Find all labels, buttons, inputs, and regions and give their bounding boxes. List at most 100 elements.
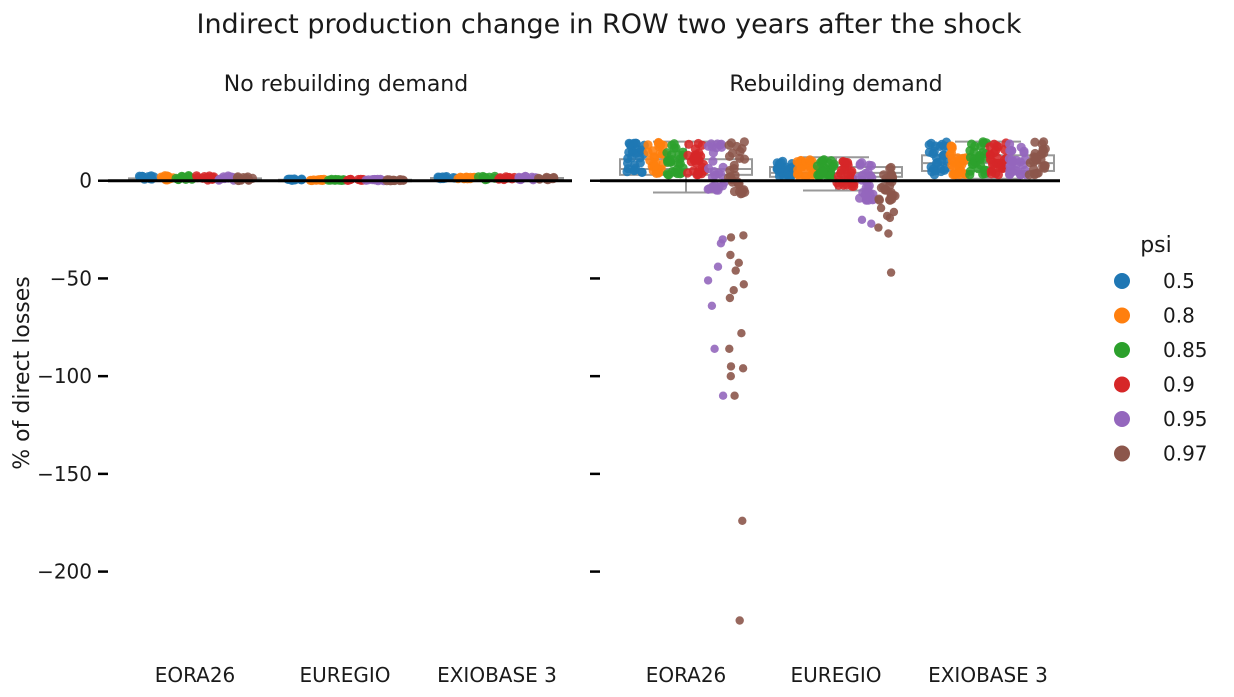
- legend-item: 0.95: [1114, 407, 1208, 431]
- data-point: [926, 162, 936, 172]
- y-ticks-left: 0 −50 −100 −150 −200: [37, 169, 108, 584]
- data-point: [1005, 139, 1015, 149]
- data-point: [1011, 165, 1021, 176]
- data-point-outlier: [884, 229, 893, 238]
- legend-label: 0.8: [1163, 304, 1195, 328]
- legend-label: 0.5: [1163, 269, 1195, 293]
- data-point-outlier: [710, 344, 719, 353]
- data-point-outlier: [874, 223, 883, 232]
- data-point: [887, 170, 897, 180]
- data-point: [855, 159, 865, 169]
- data-point: [1015, 157, 1025, 167]
- legend: psi 0.5 0.8 0.85 0.9 0.95 0.97: [1114, 233, 1208, 466]
- data-point: [861, 168, 871, 178]
- data-point: [836, 165, 847, 175]
- data-point: [1016, 142, 1026, 152]
- data-point: [729, 186, 740, 197]
- y-ticks-right: [590, 179, 600, 573]
- data-point-outlier: [737, 329, 746, 338]
- data-point: [177, 172, 187, 182]
- data-point: [669, 139, 679, 149]
- data-point: [975, 160, 986, 170]
- legend-marker: [1114, 445, 1130, 462]
- data-point-outlier: [886, 268, 896, 277]
- data-point: [635, 158, 645, 168]
- data-point: [950, 169, 960, 179]
- data-point: [622, 167, 632, 177]
- legend-label: 0.9: [1163, 373, 1195, 397]
- data-point: [739, 137, 750, 147]
- data-point-outlier: [703, 276, 713, 285]
- data-point: [656, 139, 666, 149]
- data-point: [792, 157, 802, 167]
- data-point: [926, 138, 936, 148]
- data-point: [692, 153, 702, 163]
- x-tick-label: EORA26: [646, 663, 727, 687]
- data-point-outlier: [739, 280, 748, 289]
- data-point-outlier: [707, 301, 717, 310]
- data-point: [1007, 157, 1018, 167]
- data-point-outlier: [726, 372, 735, 381]
- data-point-outlier: [857, 215, 867, 224]
- data-point: [965, 170, 975, 180]
- data-point: [988, 160, 998, 170]
- data-point-outlier: [867, 219, 876, 228]
- data-point: [796, 164, 806, 174]
- data-point: [876, 183, 887, 193]
- data-point: [874, 195, 885, 205]
- data-point: [625, 139, 635, 149]
- data-point: [623, 153, 633, 164]
- y-tick-label: −50: [50, 266, 92, 290]
- data-point: [861, 183, 871, 193]
- data-point: [637, 167, 647, 177]
- x-tick-labels: EORA26 EUREGIO EXIOBASE 3: [155, 663, 557, 687]
- data-point: [708, 148, 719, 158]
- x-tick-label: EUREGIO: [791, 663, 882, 687]
- data-point: [692, 170, 702, 180]
- data-point: [724, 151, 735, 161]
- data-point: [784, 171, 794, 181]
- x-tick-label: EORA26: [155, 663, 236, 687]
- x-tick-label: EXIOBASE 3: [928, 663, 1048, 687]
- data-point-outlier: [725, 293, 735, 303]
- panel-title: No rebuilding demand: [224, 72, 468, 97]
- data-point: [997, 163, 1007, 173]
- legend-label: 0.85: [1163, 338, 1208, 362]
- data-point: [818, 166, 828, 176]
- data-point: [967, 159, 978, 169]
- data-point: [735, 147, 745, 157]
- data-point-outlier: [730, 391, 739, 400]
- legend-marker: [1114, 273, 1130, 289]
- data-point: [888, 190, 898, 200]
- data-point: [650, 161, 660, 171]
- legend-item: 0.8: [1114, 304, 1195, 328]
- data-point: [716, 170, 726, 180]
- data-point: [663, 157, 673, 167]
- legend-marker: [1114, 307, 1130, 324]
- data-point: [801, 171, 812, 181]
- data-point-outlier: [731, 266, 740, 275]
- data-point: [1024, 170, 1034, 180]
- y-tick-label: 0: [79, 169, 92, 193]
- data-point: [974, 152, 985, 162]
- data-point-outlier: [729, 286, 738, 295]
- data-point-outlier: [716, 239, 726, 248]
- data-point: [672, 164, 682, 174]
- y-tick-label: −150: [37, 462, 92, 486]
- x-tick-label: EXIOBASE 3: [437, 663, 557, 687]
- data-point: [1030, 148, 1040, 159]
- data-point: [864, 160, 874, 170]
- data-point: [1030, 137, 1040, 147]
- points-group: [134, 171, 559, 186]
- data-point: [779, 163, 790, 173]
- data-point: [704, 164, 714, 174]
- data-point: [828, 161, 839, 172]
- y-axis-label: % of direct losses: [10, 276, 35, 469]
- data-point-outlier: [726, 362, 736, 371]
- y-tick-label: −200: [37, 560, 92, 584]
- data-point: [938, 150, 948, 161]
- data-point: [1040, 161, 1050, 171]
- data-point: [648, 146, 658, 156]
- legend-item: 0.85: [1114, 338, 1208, 362]
